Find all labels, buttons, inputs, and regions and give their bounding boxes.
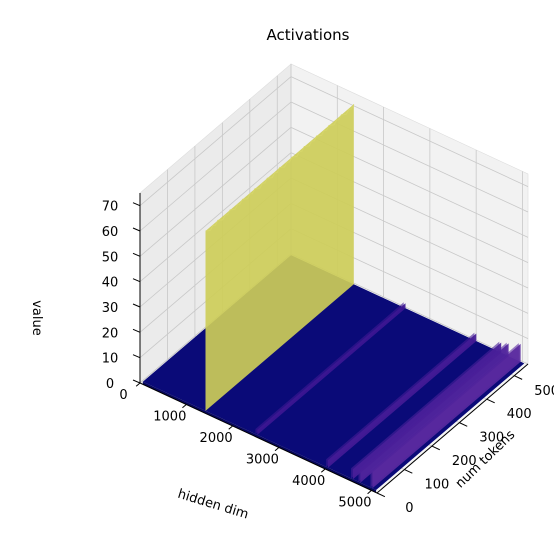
x-tick <box>274 447 280 452</box>
x-tick-label: 0 <box>119 388 127 403</box>
y-tick <box>404 469 413 474</box>
spike-wall-side <box>370 343 519 488</box>
spike-wall-side <box>351 341 500 479</box>
y-tick-label: 0 <box>405 501 413 516</box>
z-tick <box>132 354 141 359</box>
z-tick <box>132 227 141 232</box>
x-tick <box>182 404 187 409</box>
axes: 0100020003000400050000100200300400500010… <box>102 193 554 516</box>
y-tick-label: 200 <box>452 454 477 469</box>
z-axis-label: value <box>29 300 44 336</box>
z-tick-label: 30 <box>102 301 119 316</box>
y-tick-label: 100 <box>424 478 449 493</box>
z-tick-label: 70 <box>102 200 119 215</box>
x-tick-label: 3000 <box>246 453 279 468</box>
x-tick <box>367 490 372 495</box>
x-tick-label: 4000 <box>292 474 325 489</box>
x-tick <box>135 382 141 387</box>
grid-z-left <box>139 101 292 232</box>
z-tick-label: 40 <box>102 276 119 291</box>
spike-wall <box>205 104 354 411</box>
surface-base-front <box>142 381 377 493</box>
y-tick <box>376 492 386 498</box>
z-tick <box>132 303 141 308</box>
z-tick <box>132 278 141 283</box>
grid-z-back <box>290 76 529 188</box>
x-tick <box>320 468 326 473</box>
z-tick <box>132 202 141 207</box>
spike-wall-side <box>326 332 475 467</box>
z-tick <box>132 252 141 257</box>
grid-z-back <box>290 101 529 213</box>
y-tick-label: 400 <box>507 407 532 422</box>
z-tick-label: 20 <box>102 326 119 341</box>
z-tick-label: 10 <box>102 352 119 367</box>
z-tick <box>132 328 141 333</box>
y-tick <box>486 398 495 404</box>
x-tick-label: 5000 <box>338 495 371 510</box>
z-tick-label: 50 <box>102 250 119 265</box>
y-tick <box>431 445 440 451</box>
grid-z-left <box>139 76 292 206</box>
z-tick-label: 60 <box>102 225 119 240</box>
grid-z-left <box>139 127 292 257</box>
surface <box>142 104 525 493</box>
x-tick-label: 2000 <box>200 431 233 446</box>
y-tick-label: 300 <box>479 431 504 446</box>
x-axis-label: hidden dim <box>176 487 250 523</box>
x-axis-line <box>139 382 378 494</box>
y-axis-line <box>376 363 529 494</box>
chart-title: Activations <box>267 26 350 44</box>
spike-wall-side <box>255 302 404 434</box>
y-tick <box>514 375 523 380</box>
y-tick <box>459 422 468 427</box>
x-tick <box>228 425 233 430</box>
spike-wall-top <box>205 104 355 232</box>
grid-z-left <box>139 152 292 282</box>
z-tick-label: 0 <box>106 377 114 392</box>
x-tick-label: 1000 <box>153 410 186 425</box>
y-tick-label: 500 <box>534 384 554 399</box>
z-tick <box>132 379 141 384</box>
